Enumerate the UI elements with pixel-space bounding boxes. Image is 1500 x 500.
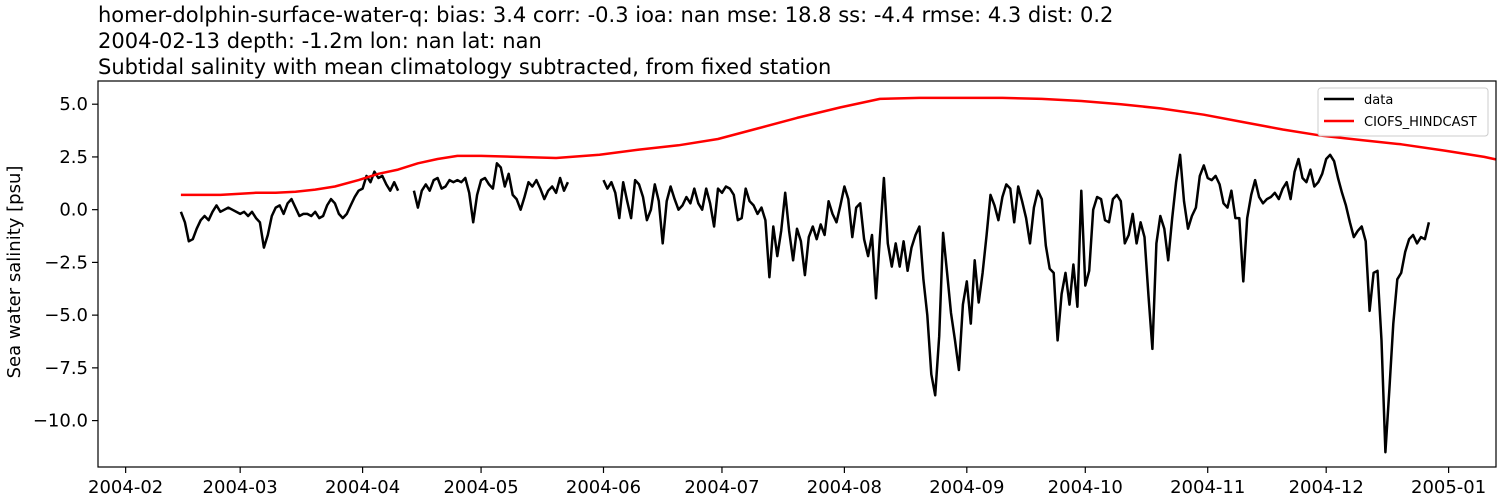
x-tick-label: 2004-05 (443, 477, 518, 498)
x-tick-label: 2004-11 (1170, 477, 1245, 498)
y-axis-ticks: 5.0 2.5 0.0 −2.5 −5.0 −7.5 −10.0 (33, 94, 98, 432)
x-tick-label: 2004-10 (1048, 477, 1123, 498)
series-data-segment-2 (412, 162, 570, 224)
legend-box (1317, 87, 1489, 137)
y-tick-label: −5.0 (44, 305, 88, 326)
x-tick-label: 2004-06 (566, 477, 641, 498)
series-ciofs-hindcast-line (180, 96, 1496, 197)
x-axis-ticks: 2004-02 2004-03 2004-04 2004-05 2004-06 2004-… (88, 467, 1486, 498)
x-tick-label: 2004-03 (203, 477, 278, 498)
y-tick-label: 5.0 (59, 94, 88, 115)
title-line-2: 2004-02-13 depth: -1.2m lon: nan lat: na… (98, 29, 542, 53)
x-tick-label: 2004-07 (684, 477, 759, 498)
y-tick-label: −7.5 (44, 358, 88, 379)
legend: data CIOFS_HINDCAST (1317, 87, 1489, 137)
chart-title: homer-dolphin-surface-water-q: bias: 3.4… (98, 3, 1113, 79)
x-tick-label: 2004-08 (807, 477, 882, 498)
x-tick-label: 2004-09 (929, 477, 1004, 498)
y-tick-label: 0.0 (59, 200, 88, 221)
series-data-segment-3 (602, 153, 1431, 454)
plot-frame (97, 80, 1497, 468)
x-tick-label: 2004-04 (325, 477, 400, 498)
y-tick-label: −2.5 (44, 252, 88, 273)
series-data-segment-1 (179, 170, 400, 249)
y-tick-label: −10.0 (33, 411, 88, 432)
legend-label-data: data (1364, 93, 1393, 108)
title-line-3: Subtidal salinity with mean climatology … (98, 55, 831, 79)
x-tick-label: 2004-12 (1289, 477, 1364, 498)
y-axis-label: Sea water salinity [psu] (4, 166, 25, 379)
x-tick-label: 2005-01 (1411, 477, 1486, 498)
title-line-1: homer-dolphin-surface-water-q: bias: 3.4… (98, 3, 1113, 27)
legend-label-ciofs-hindcast: CIOFS_HINDCAST (1364, 115, 1477, 130)
y-tick-label: 2.5 (59, 147, 88, 168)
x-tick-label: 2004-02 (88, 477, 163, 498)
plot-lines (179, 96, 1496, 454)
